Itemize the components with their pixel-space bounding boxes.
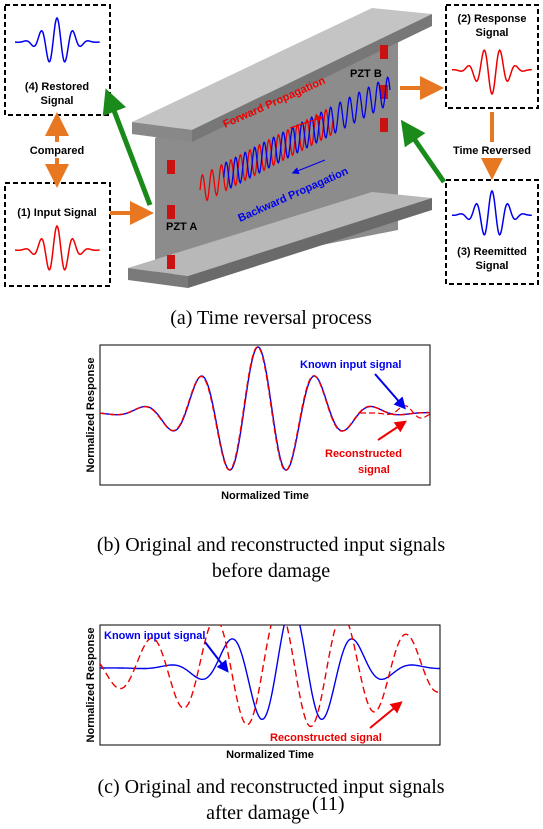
caption: before damage bbox=[212, 560, 330, 582]
reemitted-box bbox=[445, 179, 539, 285]
waveform bbox=[452, 189, 532, 236]
x-axis-label: Normalized Time bbox=[226, 749, 314, 761]
y-axis-label: Normalized Response bbox=[85, 628, 97, 743]
known-label: Known input signal bbox=[300, 359, 401, 371]
caption: (b) Original and reconstructed input sig… bbox=[97, 534, 445, 556]
waveform bbox=[15, 16, 100, 63]
reconstructed-label: Reconstructed signal bbox=[270, 732, 382, 744]
waveform bbox=[100, 625, 440, 721]
compared-label: Compared bbox=[30, 145, 84, 157]
reemitted-label: Signal bbox=[475, 260, 508, 272]
x-axis-label: Normalized Time bbox=[221, 490, 309, 502]
reconstructed-label: signal bbox=[358, 464, 390, 476]
reconstructed-arrow bbox=[377, 420, 407, 441]
caption: (a) Time reversal process bbox=[170, 307, 372, 329]
plot-frame bbox=[99, 624, 441, 746]
reconstructed-label: Reconstructed bbox=[325, 448, 402, 460]
caption: (c) Original and reconstructed input sig… bbox=[97, 776, 444, 798]
plot-frame bbox=[99, 344, 431, 486]
waveform bbox=[100, 346, 430, 471]
time-reversed-label: Time Reversed bbox=[453, 145, 531, 157]
response-label: (2) Response bbox=[457, 13, 526, 25]
pzt-a: PZT A bbox=[166, 221, 197, 233]
known-arrow bbox=[374, 373, 406, 410]
input-box bbox=[4, 182, 111, 287]
arrows bbox=[45, 76, 504, 225]
waveform bbox=[15, 224, 100, 271]
input-label: (1) Input Signal bbox=[17, 207, 96, 219]
restored-label: Signal bbox=[40, 95, 73, 107]
waveform bbox=[360, 405, 430, 419]
forward-arrow bbox=[289, 115, 324, 129]
known-label: Known input signal bbox=[104, 630, 205, 642]
backward-arrow bbox=[291, 159, 326, 175]
caption: after damage bbox=[206, 802, 310, 824]
waveform bbox=[223, 76, 391, 189]
beam bbox=[128, 8, 432, 288]
y-axis-label: Normalized Response bbox=[85, 358, 97, 473]
restored-label: (4) Restored bbox=[25, 81, 89, 93]
response-box bbox=[445, 4, 539, 109]
reference: (11) bbox=[312, 793, 345, 815]
waveform bbox=[100, 625, 440, 728]
pzt-b: PZT B bbox=[350, 68, 382, 80]
reemitted-label: (3) Reemitted bbox=[457, 246, 527, 258]
waveform bbox=[452, 49, 532, 96]
reconstructed-arrow bbox=[369, 701, 403, 729]
response-label: Signal bbox=[475, 27, 508, 39]
known-arrow bbox=[204, 641, 229, 673]
